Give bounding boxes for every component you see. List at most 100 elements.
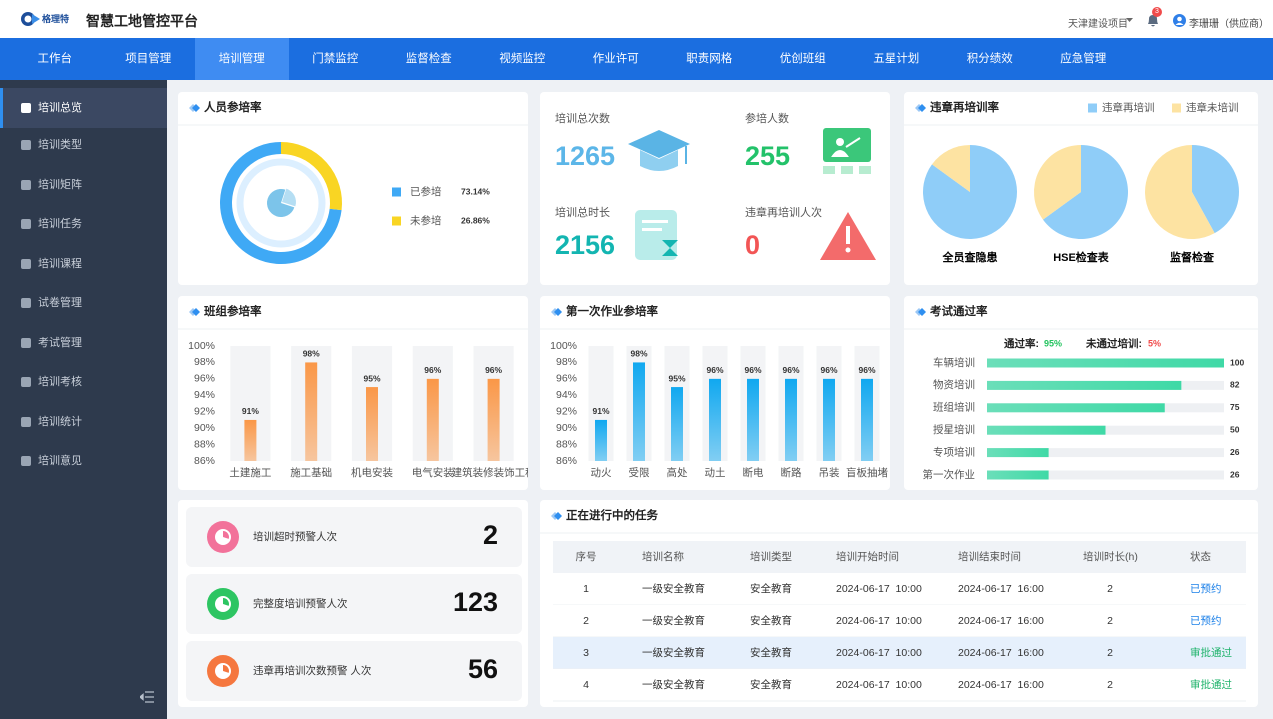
- nav-item[interactable]: 应急管理: [1060, 53, 1107, 65]
- bar: [987, 380, 1182, 390]
- avatar[interactable]: [1173, 14, 1186, 27]
- legend-label: 违章再培训: [1102, 101, 1155, 114]
- caret: [1126, 18, 1133, 22]
- app-title: 智慧工地管控平台: [86, 13, 198, 29]
- table-cell: 2024-06-17 16:00: [958, 583, 1044, 595]
- value-label: 26: [1230, 469, 1240, 479]
- table-row[interactable]: [553, 669, 1246, 701]
- nav-item[interactable]: 门禁监控: [312, 53, 359, 65]
- y-tick-label: 车辆培训: [933, 356, 975, 369]
- panel: 正在进行中的任务 序号 培训名称 培训类型 培训开始时间 培训结束时间 培训时长(h) 状态 1…: [540, 500, 1258, 707]
- column-header: 培训时长(h): [1083, 550, 1138, 563]
- value-label: 100: [1230, 357, 1244, 367]
- alert-value: 123: [453, 587, 498, 617]
- title-icon: [554, 308, 562, 316]
- y-tick-label: 98%: [194, 356, 215, 368]
- sidebar-icon: [21, 179, 31, 190]
- pie-label: 全员查隐患: [942, 250, 998, 264]
- legend-label: 违章未培训: [1186, 101, 1239, 114]
- column-header: 培训结束时间: [958, 550, 1021, 563]
- table-cell: 一级安全教育: [642, 678, 705, 691]
- top-nav: 工作台 项目管理 培训管理 门禁监控 监督检查 视频监控 作业许可 职责网格 优创班组 五星计划 积…: [0, 38, 1273, 80]
- bar: [487, 378, 500, 461]
- sidebar-item[interactable]: 培训意见: [38, 455, 82, 467]
- x-tick-label: 盲板抽堵: [846, 466, 888, 479]
- alert-label: 违章再培训次数预警 人次: [253, 664, 372, 677]
- sidebar-item[interactable]: 培训统计: [38, 415, 82, 428]
- pie-label: HSE检查表: [1053, 250, 1110, 264]
- pie-slice: [1042, 145, 1128, 239]
- table-cell: 2: [1107, 615, 1113, 627]
- alert-icon-mark: [223, 665, 229, 673]
- pie-slice: [931, 145, 970, 192]
- project-select[interactable]: 天津建设项目: [1068, 19, 1128, 30]
- y-tick-label: 96%: [556, 373, 577, 385]
- pie-slice: [1145, 145, 1215, 240]
- value-label: 96%: [820, 365, 837, 375]
- sidebar-icon: [21, 219, 31, 229]
- bar: [987, 425, 1106, 435]
- bell-icon[interactable]: [1146, 13, 1160, 29]
- user-name[interactable]: 李珊珊（供应商）: [1189, 19, 1269, 30]
- nav-item[interactable]: 优创班组: [779, 53, 826, 65]
- center-icon: [282, 188, 296, 207]
- x-tick-label: 动火: [591, 467, 612, 479]
- nav-item[interactable]: 积分绩效: [966, 53, 1013, 65]
- nav-item[interactable]: 培训管理: [195, 38, 289, 80]
- table-cell: 2024-06-17 10:00: [836, 615, 922, 627]
- table-cell: 2024-06-17 10:00: [836, 679, 922, 691]
- panel: 培训总次数 1265 参培人数 255 培训总时长 2156 违章再培训人次 0: [540, 92, 890, 285]
- nav-item[interactable]: 职责网格: [686, 53, 733, 65]
- nav-item[interactable]: 五星计划: [873, 53, 920, 65]
- x-tick-label: 断电: [743, 466, 764, 479]
- sidebar-item[interactable]: 培训任务: [38, 218, 82, 230]
- panel-title: 考试通过率: [930, 304, 988, 318]
- table-row[interactable]: [553, 637, 1246, 669]
- alerts: 培训超时预警人次 2 完整度培训预警人次 123 违章再培训次数预警 人次 56: [186, 507, 522, 701]
- y-tick-label: 授星培训: [933, 423, 975, 436]
- table-row[interactable]: [553, 605, 1246, 637]
- sidebar-item[interactable]: 培训类型: [38, 139, 82, 151]
- sidebar-item[interactable]: 培训矩阵: [38, 178, 82, 191]
- bar: [823, 378, 835, 461]
- value-label: 96%: [706, 365, 723, 375]
- bar: [426, 378, 439, 461]
- notification-badge: 3: [1152, 7, 1162, 17]
- table-cell: 2024-06-17 16:00: [958, 647, 1044, 659]
- table-row[interactable]: [553, 573, 1246, 605]
- value-label: 95%: [668, 373, 685, 383]
- sidebar-item[interactable]: 培训课程: [38, 257, 82, 270]
- column-header: 状态: [1190, 550, 1212, 563]
- x-tick-label: 动土: [705, 466, 726, 479]
- alert-card: [186, 574, 522, 634]
- sidebar-icon: [21, 456, 31, 466]
- sidebar-icon: [21, 416, 31, 427]
- collapse-icon[interactable]: [140, 691, 154, 703]
- title-icon: [554, 512, 562, 520]
- nav-item[interactable]: 监督检查: [405, 53, 452, 65]
- nav-item[interactable]: 作业许可: [592, 53, 639, 65]
- table-cell: 已预约: [1190, 582, 1222, 595]
- y-tick-label: 96%: [194, 373, 215, 385]
- nav-item[interactable]: 视频监控: [499, 53, 546, 65]
- sidebar-item[interactable]: 考试管理: [38, 336, 82, 349]
- table-cell: 2: [1107, 679, 1113, 691]
- value-label: 91%: [592, 406, 609, 416]
- nav-item[interactable]: 项目管理: [125, 53, 172, 65]
- bar: [987, 403, 1165, 413]
- sidebar-item[interactable]: 培训考核: [38, 376, 82, 388]
- panel-title: 违章再培训率: [930, 100, 999, 114]
- x-tick-label: 断路: [781, 466, 802, 479]
- nav-item[interactable]: 工作台: [37, 53, 73, 65]
- table-cell: 4: [583, 679, 589, 691]
- stat-label: 培训总时长: [555, 205, 610, 219]
- value-label: 95%: [363, 373, 380, 383]
- bar-track: [987, 448, 1224, 458]
- sidebar-item[interactable]: 试卷管理: [38, 297, 82, 309]
- summary-value: 5%: [1148, 338, 1161, 348]
- sidebar-icon: [21, 377, 31, 387]
- y-tick-label: 90%: [556, 422, 577, 434]
- value-label: 98%: [630, 349, 647, 359]
